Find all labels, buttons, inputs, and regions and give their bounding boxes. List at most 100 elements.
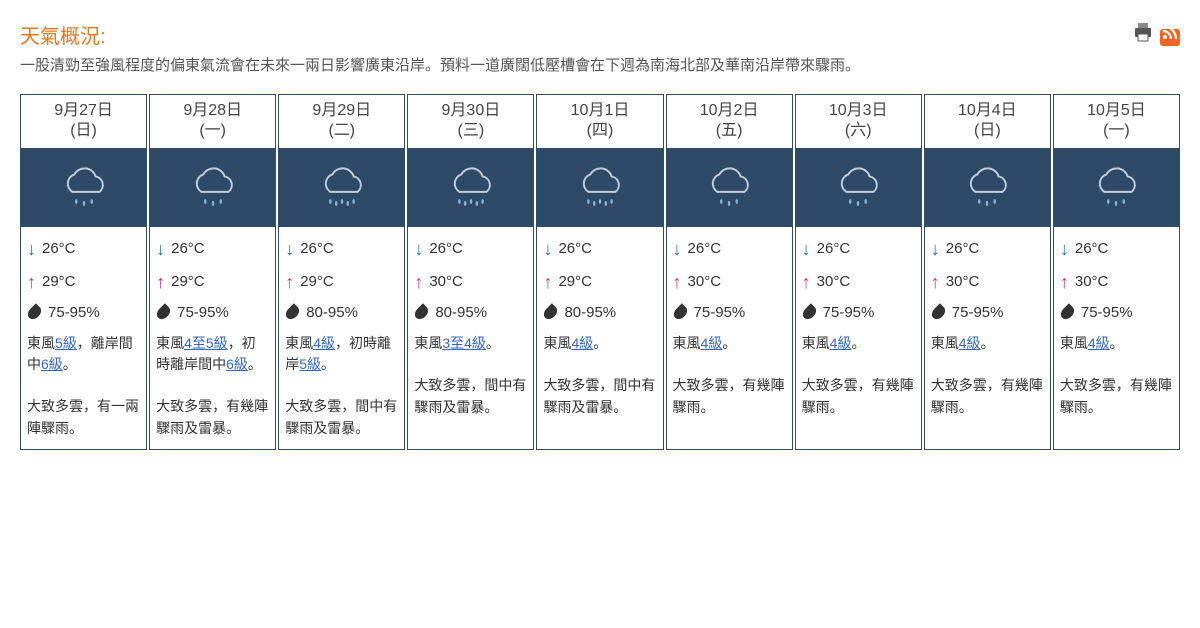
arrow-up-icon: ↑ — [543, 268, 552, 297]
date-text: 9月29日 — [281, 101, 402, 122]
humidity-icon — [542, 303, 560, 321]
low-temp-row: ↓ 26°C — [931, 235, 1044, 264]
wind-scale-link[interactable]: 4級 — [701, 335, 723, 351]
arrow-down-icon: ↓ — [414, 235, 423, 264]
print-icon[interactable] — [1132, 22, 1154, 47]
high-temp-row: ↑ 30°C — [414, 268, 527, 297]
weather-icon — [667, 149, 792, 227]
forecast-day-card: 9月29日 (二) ↓ 26°C ↑ 29°C 80-95% 東風4級，初時離岸… — [278, 94, 405, 451]
low-temp-value: 26°C — [946, 237, 980, 261]
weekday-text: (一) — [1056, 121, 1177, 142]
high-temp-value: 30°C — [1075, 270, 1109, 294]
humidity-value: 75-95% — [823, 301, 875, 325]
arrow-up-icon: ↑ — [156, 268, 165, 297]
forecast-description: 大致多雲，有幾陣驟雨及雷暴。 — [156, 395, 269, 440]
arrow-up-icon: ↑ — [27, 268, 36, 297]
humidity-icon — [154, 303, 172, 321]
date-text: 10月5日 — [1056, 101, 1177, 122]
humidity-row: 75-95% — [27, 301, 140, 325]
humidity-row: 75-95% — [802, 301, 915, 325]
wind-scale-link[interactable]: 3至4級 — [442, 335, 486, 351]
forecast-day-card: 10月4日 (日) ↓ 26°C ↑ 30°C 75-95% 東風4級。 大致多… — [924, 94, 1051, 451]
low-temp-row: ↓ 26°C — [414, 235, 527, 264]
weather-icon — [537, 149, 662, 227]
arrow-down-icon: ↓ — [802, 235, 811, 264]
arrow-down-icon: ↓ — [931, 235, 940, 264]
forecast-date: 9月30日 (三) — [408, 95, 533, 150]
wind-scale-link[interactable]: 5級 — [55, 335, 77, 351]
humidity-value: 80-95% — [435, 301, 487, 325]
high-temp-value: 30°C — [946, 270, 980, 294]
high-temp-value: 30°C — [429, 270, 463, 294]
high-temp-value: 30°C — [817, 270, 851, 294]
weather-icon — [21, 149, 146, 227]
forecast-date: 10月1日 (四) — [537, 95, 662, 150]
date-text: 9月30日 — [410, 101, 531, 122]
forecast-details: ↓ 26°C ↑ 29°C 75-95% 東風5級，離岸間中6級。 大致多雲，有… — [21, 227, 146, 449]
low-temp-value: 26°C — [171, 237, 205, 261]
low-temp-row: ↓ 26°C — [543, 235, 656, 264]
date-text: 9月28日 — [152, 101, 273, 122]
low-temp-row: ↓ 26°C — [156, 235, 269, 264]
date-text: 10月2日 — [669, 101, 790, 122]
arrow-up-icon: ↑ — [931, 268, 940, 297]
humidity-row: 80-95% — [543, 301, 656, 325]
high-temp-row: ↑ 29°C — [285, 268, 398, 297]
weather-icon — [150, 149, 275, 227]
humidity-row: 75-95% — [1060, 301, 1173, 325]
forecast-description: 大致多雲，間中有驟雨及雷暴。 — [285, 395, 398, 440]
wind-scale-link[interactable]: 4級 — [571, 335, 593, 351]
high-temp-row: ↑ 30°C — [802, 268, 915, 297]
weekday-text: (五) — [669, 121, 790, 142]
wind-scale-link[interactable]: 4級 — [313, 335, 335, 351]
weather-icon — [1054, 149, 1179, 227]
wind-text: 東風4級。 — [673, 333, 786, 354]
date-text: 9月27日 — [23, 101, 144, 122]
weather-icon — [408, 149, 533, 227]
low-temp-value: 26°C — [688, 237, 722, 261]
humidity-icon — [1058, 303, 1076, 321]
humidity-icon — [413, 303, 431, 321]
rss-icon[interactable] — [1160, 22, 1180, 47]
wind-scale-link[interactable]: 4至5級 — [184, 335, 228, 351]
forecast-date: 10月2日 (五) — [667, 95, 792, 150]
high-temp-row: ↑ 29°C — [156, 268, 269, 297]
low-temp-row: ↓ 26°C — [285, 235, 398, 264]
humidity-value: 75-95% — [177, 301, 229, 325]
wind-text: 東風5級，離岸間中6級。 — [27, 333, 140, 375]
arrow-down-icon: ↓ — [1060, 235, 1069, 264]
humidity-value: 75-95% — [694, 301, 746, 325]
high-temp-value: 29°C — [171, 270, 205, 294]
wind-scale-link[interactable]: 4級 — [959, 335, 981, 351]
arrow-down-icon: ↓ — [673, 235, 682, 264]
forecast-description: 大致多雲，有幾陣驟雨。 — [931, 374, 1044, 419]
low-temp-value: 26°C — [558, 237, 592, 261]
weekday-text: (三) — [410, 121, 531, 142]
humidity-row: 80-95% — [285, 301, 398, 325]
arrow-up-icon: ↑ — [285, 268, 294, 297]
humidity-row: 80-95% — [414, 301, 527, 325]
wind-scale-link[interactable]: 5級 — [299, 356, 321, 372]
forecast-grid: 9月27日 (日) ↓ 26°C ↑ 29°C 75-95% 東風5級，離岸間中… — [20, 94, 1180, 451]
humidity-value: 80-95% — [306, 301, 358, 325]
forecast-date: 9月27日 (日) — [21, 95, 146, 150]
arrow-up-icon: ↑ — [673, 268, 682, 297]
arrow-down-icon: ↓ — [285, 235, 294, 264]
forecast-day-card: 10月5日 (一) ↓ 26°C ↑ 30°C 75-95% 東風4級。 大致多… — [1053, 94, 1180, 451]
wind-scale-link[interactable]: 4級 — [1088, 335, 1110, 351]
low-temp-value: 26°C — [1075, 237, 1109, 261]
high-temp-row: ↑ 29°C — [543, 268, 656, 297]
wind-text: 東風4級。 — [1060, 333, 1173, 354]
page-title: 天氣概況: — [20, 20, 106, 49]
wind-scale-link[interactable]: 4級 — [830, 335, 852, 351]
weather-icon — [925, 149, 1050, 227]
low-temp-value: 26°C — [429, 237, 463, 261]
wind-scale-link[interactable]: 6級 — [226, 356, 248, 372]
arrow-up-icon: ↑ — [414, 268, 423, 297]
forecast-description: 大致多雲，間中有驟雨及雷暴。 — [543, 374, 656, 419]
high-temp-value: 29°C — [42, 270, 76, 294]
weekday-text: (一) — [152, 121, 273, 142]
wind-scale-link[interactable]: 6級 — [41, 356, 63, 372]
high-temp-value: 30°C — [688, 270, 722, 294]
forecast-details: ↓ 26°C ↑ 29°C 75-95% 東風4至5級，初時離岸間中6級。 大致… — [150, 227, 275, 449]
